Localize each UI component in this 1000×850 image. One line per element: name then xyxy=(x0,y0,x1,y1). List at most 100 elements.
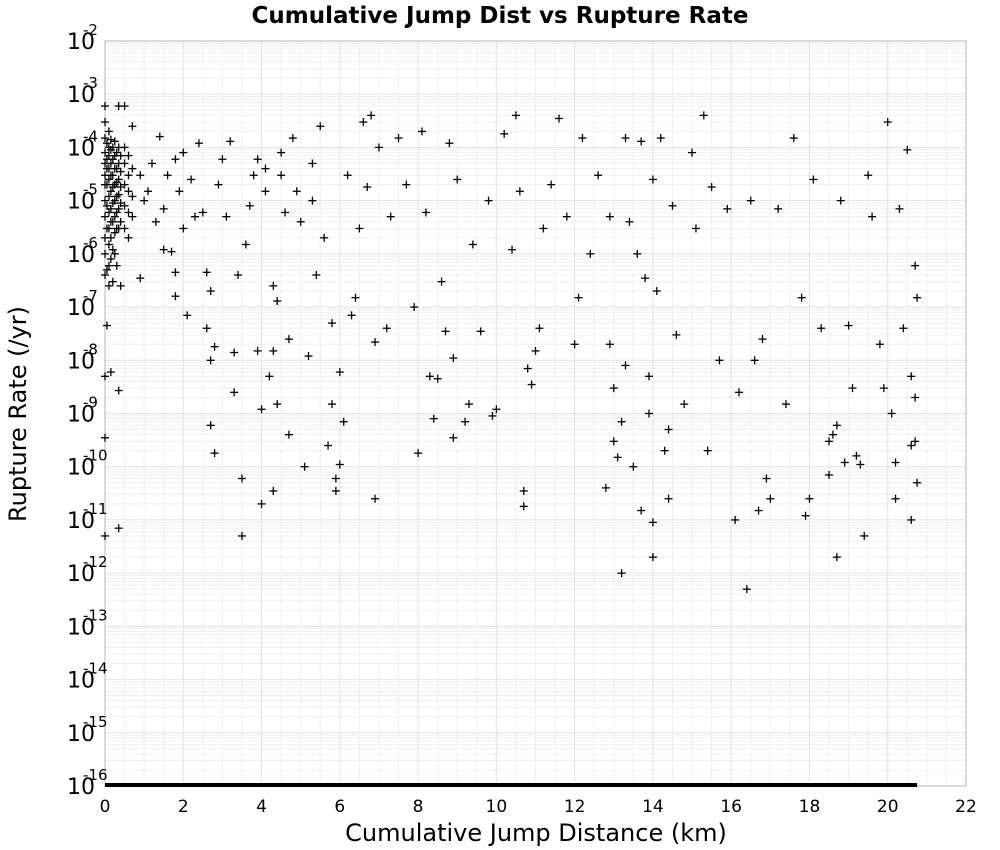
data-point xyxy=(609,437,618,446)
x-axis-ticks: 0 2 4 6 8 10 12 14 16 18 20 22 xyxy=(100,797,977,817)
data-point xyxy=(101,271,109,280)
data-point xyxy=(269,281,278,290)
data-point xyxy=(355,224,364,233)
data-point xyxy=(887,409,896,418)
data-point xyxy=(531,346,540,355)
data-point xyxy=(641,274,650,283)
data-point xyxy=(114,524,123,533)
data-point xyxy=(124,171,133,180)
data-point xyxy=(586,249,595,258)
data-point xyxy=(210,449,219,458)
data-point xyxy=(539,224,548,233)
data-point xyxy=(277,171,286,180)
data-point xyxy=(257,499,266,508)
x-tick-label: 20 xyxy=(877,797,899,817)
data-point xyxy=(101,249,109,258)
data-point xyxy=(421,208,430,217)
data-point xyxy=(104,127,113,136)
data-point xyxy=(277,148,286,157)
data-point xyxy=(895,204,904,213)
data-point xyxy=(101,134,109,143)
data-point xyxy=(453,175,462,184)
data-point xyxy=(492,405,501,414)
y-tick-label: 10 xyxy=(67,243,95,268)
data-point xyxy=(519,502,528,511)
data-point xyxy=(234,271,243,280)
data-point xyxy=(601,483,610,492)
x-tick-label: 6 xyxy=(334,797,345,817)
data-point xyxy=(104,208,113,217)
data-point xyxy=(171,268,180,277)
x-tick-label: 18 xyxy=(799,797,821,817)
data-point xyxy=(171,155,180,164)
x-tick-label: 8 xyxy=(413,797,424,817)
data-point xyxy=(664,425,673,434)
y-tick-label: 10 xyxy=(67,456,95,481)
y-tick-label: 10 xyxy=(67,722,95,747)
data-point xyxy=(875,340,884,349)
data-point xyxy=(102,180,111,189)
data-point xyxy=(418,127,427,136)
data-point xyxy=(617,569,626,578)
data-point xyxy=(114,386,123,395)
data-point xyxy=(101,372,109,381)
y-tick-label: 10 xyxy=(67,509,95,534)
data-point xyxy=(106,368,115,377)
data-point xyxy=(644,372,653,381)
data-point xyxy=(527,380,536,389)
data-point xyxy=(101,531,109,540)
data-point xyxy=(883,118,892,127)
data-point xyxy=(523,364,532,373)
data-point xyxy=(554,114,563,123)
data-point xyxy=(723,204,732,213)
data-point xyxy=(214,180,223,189)
data-point xyxy=(801,511,810,520)
y-axis-label: Rupture Rate (/yr) xyxy=(4,306,32,522)
data-point xyxy=(249,171,258,180)
data-point xyxy=(913,293,922,302)
data-point xyxy=(449,433,458,442)
data-point xyxy=(644,409,653,418)
data-point xyxy=(774,204,783,213)
x-axis-label: Cumulative Jump Distance (km) xyxy=(345,819,727,847)
data-point xyxy=(891,458,900,467)
data-point xyxy=(449,354,458,363)
data-point xyxy=(124,233,133,242)
data-point xyxy=(637,137,646,146)
data-point xyxy=(206,356,215,365)
data-point xyxy=(230,388,239,397)
y-tick-exponent: -2 xyxy=(83,21,98,39)
data-point xyxy=(335,368,344,377)
data-point xyxy=(825,437,834,446)
data-point xyxy=(104,175,113,184)
data-point xyxy=(257,405,266,414)
data-point xyxy=(110,196,119,205)
data-point xyxy=(441,327,450,336)
data-point xyxy=(101,433,109,442)
data-point xyxy=(128,122,137,131)
data-point xyxy=(781,400,790,409)
data-point xyxy=(124,208,133,217)
data-point xyxy=(750,356,759,365)
data-point xyxy=(136,171,145,180)
data-point xyxy=(371,494,380,503)
data-point xyxy=(335,460,344,469)
x-tick-label: 10 xyxy=(486,797,508,817)
data-point xyxy=(316,122,325,131)
y-tick-exponent: -15 xyxy=(83,713,108,731)
data-point xyxy=(144,187,153,196)
data-point xyxy=(570,340,579,349)
x-tick-label: 4 xyxy=(256,797,267,817)
data-point xyxy=(101,212,109,221)
data-point xyxy=(617,417,626,426)
data-point xyxy=(688,148,697,157)
data-point xyxy=(605,212,614,221)
data-point xyxy=(437,277,446,286)
data-point xyxy=(648,518,657,527)
data-point xyxy=(120,159,129,168)
data-point xyxy=(226,137,235,146)
data-point xyxy=(194,139,203,148)
data-point xyxy=(112,192,121,201)
data-point xyxy=(101,118,109,127)
